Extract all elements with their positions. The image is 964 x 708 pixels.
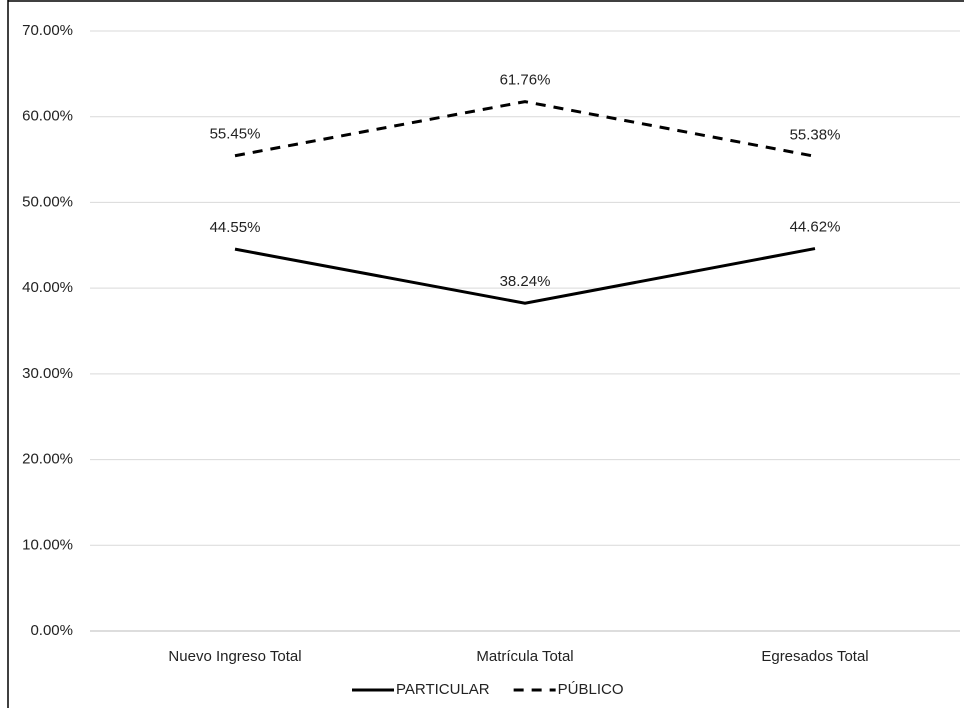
y-tick-label: 0.00% [30,622,73,639]
data-label: 61.76% [500,72,551,89]
y-tick-label: 20.00% [22,451,73,468]
legend-label: PARTICULAR [396,681,490,698]
y-tick-label: 10.00% [22,536,73,553]
x-tick-label: Matrícula Total [476,648,573,665]
data-label: 44.62% [790,219,841,236]
x-tick-label: Nuevo Ingreso Total [168,648,301,665]
y-tick-label: 70.00% [22,22,73,39]
data-label: 55.38% [790,126,841,143]
y-tick-label: 40.00% [22,279,73,296]
data-label: 44.55% [210,219,261,236]
data-label: 55.45% [210,126,261,143]
y-tick-label: 60.00% [22,108,73,125]
legend-label: PÚBLICO [558,681,624,698]
series-line [234,100,816,158]
x-tick-label: Egresados Total [761,648,868,665]
series-line [234,247,816,305]
y-tick-label: 50.00% [22,193,73,210]
y-tick-label: 30.00% [22,365,73,382]
data-label: 38.24% [500,273,551,290]
